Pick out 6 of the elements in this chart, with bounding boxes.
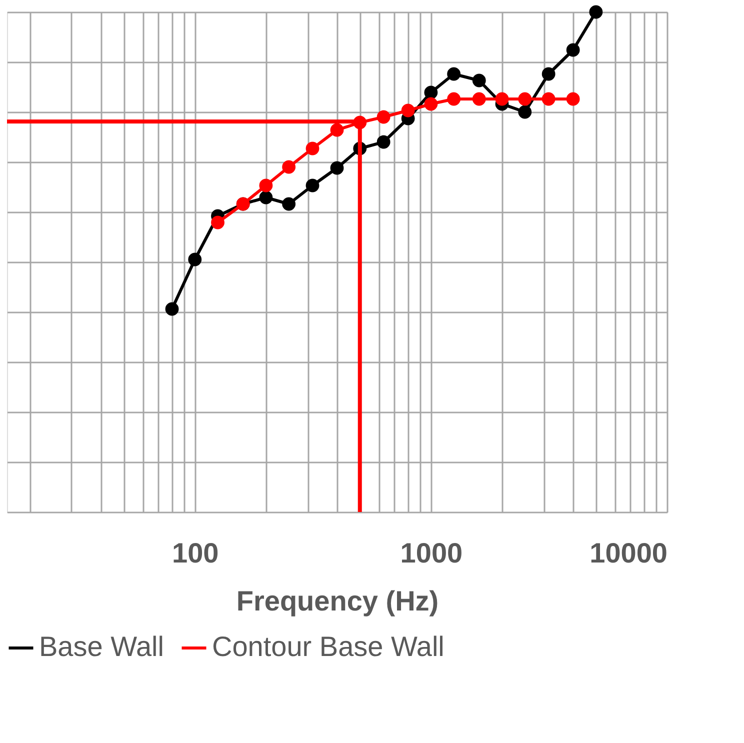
- x-tick-label: 1000: [400, 538, 463, 568]
- x-axis-title: Frequency (Hz): [236, 586, 439, 616]
- legend-label: Base Wall: [39, 631, 164, 662]
- legend-label: Contour Base Wall: [212, 631, 444, 662]
- x-tick-label: 10000: [590, 538, 668, 568]
- x-tick-label: 100: [172, 538, 219, 568]
